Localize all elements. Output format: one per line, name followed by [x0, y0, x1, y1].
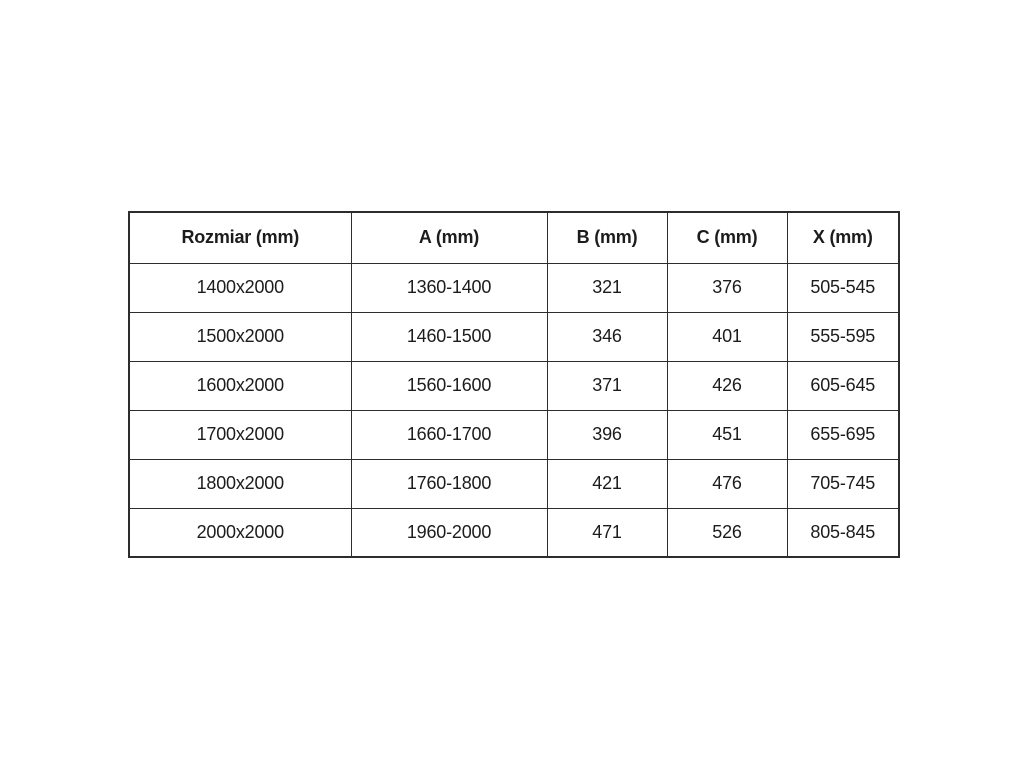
table-cell: 1800x2000: [128, 458, 352, 509]
dimensions-table: Rozmiar (mm) A (mm) B (mm) C (mm) X (mm) 140…: [128, 211, 900, 558]
table-cell: 421: [546, 458, 668, 509]
column-header-1: Rozmiar (mm): [128, 211, 352, 264]
table-cell: 376: [666, 262, 788, 313]
table-row: 1800x2000 1760-1800 421 476 705-745: [128, 458, 900, 509]
table-cell: 346: [546, 311, 668, 362]
table-cell: 805-845: [786, 507, 900, 558]
table-cell: 1500x2000: [128, 311, 352, 362]
column-header-3: B (mm): [546, 211, 668, 264]
table-cell: 2000x2000: [128, 507, 352, 558]
header-row: Rozmiar (mm) A (mm) B (mm) C (mm) X (mm): [128, 211, 900, 264]
table-cell: 1560-1600: [350, 360, 548, 411]
table-cell: 1600x2000: [128, 360, 352, 411]
table-cell: 371: [546, 360, 668, 411]
column-header-2: A (mm): [350, 211, 548, 264]
table-cell: 705-745: [786, 458, 900, 509]
table-cell: 1360-1400: [350, 262, 548, 313]
column-header-4: C (mm): [666, 211, 788, 264]
column-header-5: X (mm): [786, 211, 900, 264]
table-row: 2000x2000 1960-2000 471 526 805-845: [128, 507, 900, 558]
table-row: 1600x2000 1560-1600 371 426 605-645: [128, 360, 900, 411]
table-cell: 655-695: [786, 409, 900, 460]
table-cell: 1660-1700: [350, 409, 548, 460]
table-row: 1400x2000 1360-1400 321 376 505-545: [128, 262, 900, 313]
table-cell: 555-595: [786, 311, 900, 362]
table-cell: 471: [546, 507, 668, 558]
table-cell: 1700x2000: [128, 409, 352, 460]
table-cell: 476: [666, 458, 788, 509]
table-row: 1700x2000 1660-1700 396 451 655-695: [128, 409, 900, 460]
table-cell: 605-645: [786, 360, 900, 411]
table-cell: 1760-1800: [350, 458, 548, 509]
table-row: 1500x2000 1460-1500 346 401 555-595: [128, 311, 900, 362]
table-cell: 396: [546, 409, 668, 460]
table-cell: 526: [666, 507, 788, 558]
table-cell: 426: [666, 360, 788, 411]
table-cell: 1460-1500: [350, 311, 548, 362]
table-cell: 451: [666, 409, 788, 460]
table-cell: 1960-2000: [350, 507, 548, 558]
table-cell: 1400x2000: [128, 262, 352, 313]
table-cell: 505-545: [786, 262, 900, 313]
table-cell: 321: [546, 262, 668, 313]
table-cell: 401: [666, 311, 788, 362]
